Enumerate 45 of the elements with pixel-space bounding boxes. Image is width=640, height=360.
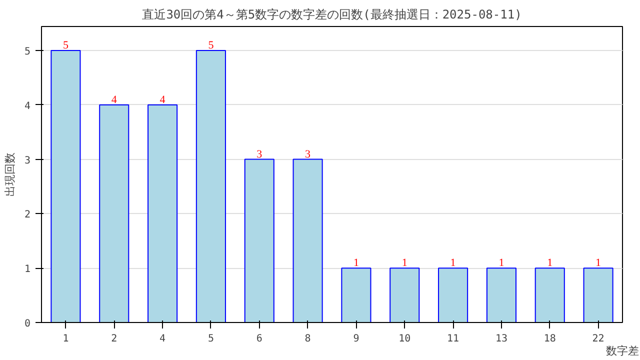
data-label: 3	[256, 148, 263, 160]
x-axis-title: 数字差	[606, 344, 639, 358]
y-tick-label: 2	[24, 210, 31, 221]
y-tick-label: 3	[24, 155, 31, 166]
x-tick-label: 6	[256, 334, 262, 344]
data-label: 4	[160, 94, 166, 106]
x-tick-label: 11	[447, 334, 460, 344]
bar	[99, 104, 130, 322]
bar	[196, 50, 226, 322]
x-tick-label: 4	[160, 334, 166, 344]
data-label: 1	[353, 257, 359, 270]
data-label: 1	[596, 257, 602, 270]
y-tick-label: 0	[24, 318, 31, 330]
bar	[341, 268, 372, 322]
data-label: 4	[111, 94, 118, 106]
bar	[438, 268, 468, 322]
y-tick-label: 4	[24, 100, 31, 112]
y-tick-label: 1	[24, 264, 31, 276]
bar	[292, 158, 323, 322]
y-axis-title: 出現回数	[3, 152, 16, 196]
bar	[486, 268, 516, 322]
chart-title: 直近30回の第4～第5数字の数字差の回数(最終抽選日：2025-08-11)	[142, 8, 522, 22]
bar	[148, 104, 178, 322]
bar	[583, 268, 614, 322]
data-label: 1	[547, 257, 553, 270]
bar	[244, 158, 274, 322]
bar	[390, 268, 420, 322]
x-tick-label: 18	[544, 334, 556, 344]
data-label: 1	[498, 257, 504, 270]
data-label: 1	[402, 257, 408, 270]
x-tick-label: 8	[304, 334, 311, 344]
y-tick-label: 5	[24, 46, 31, 58]
x-tick-label: 10	[398, 334, 411, 344]
x-tick-label: 5	[208, 334, 214, 344]
x-tick-label: 13	[495, 334, 508, 344]
x-tick-label: 9	[353, 334, 360, 344]
bar	[534, 268, 565, 322]
data-label: 5	[208, 39, 214, 52]
data-label: 3	[305, 148, 312, 160]
x-tick-label: 2	[111, 334, 118, 344]
data-label: 1	[450, 257, 456, 270]
bar	[50, 50, 81, 322]
x-tick-label: 1	[62, 334, 69, 344]
x-tick-label: 22	[592, 334, 604, 344]
data-label: 5	[62, 39, 69, 52]
